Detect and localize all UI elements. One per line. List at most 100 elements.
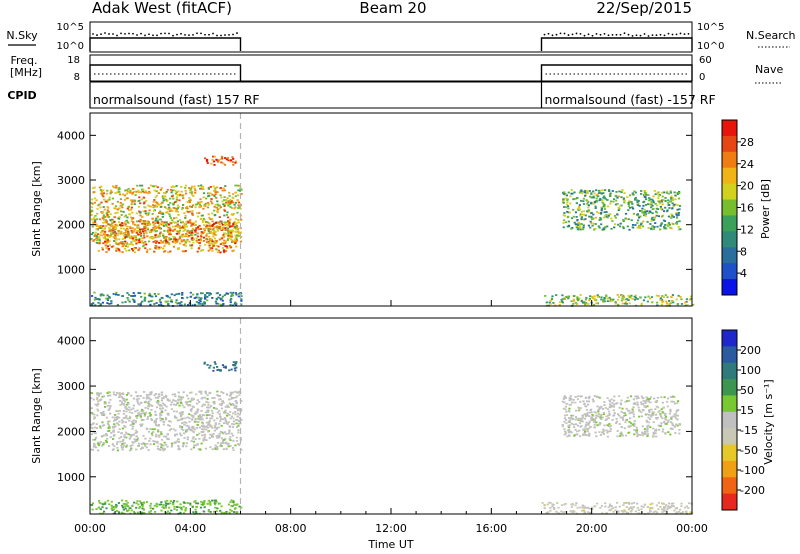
scatter-cell [162,195,166,198]
scatter-cell [127,234,130,236]
scatter-cell [213,195,216,197]
nsky-trace-segment [89,37,242,51]
scatter-cell [116,294,120,296]
scatter-cell [623,201,626,204]
scatter-cell [96,212,99,215]
scatter-cell [232,417,235,420]
scatter-cell [134,421,137,424]
scatter-cell [604,407,607,409]
scatter-cell [140,235,143,237]
scatter-cell [170,299,173,301]
scatter-cell [612,405,616,408]
scatter-cell [103,401,106,404]
scatter-cell [215,241,218,244]
scatter-cell [118,392,121,394]
scatter-cell [586,511,590,514]
scatter-cell [649,210,652,213]
scatter-cell [227,220,230,223]
scatter-cell [162,444,165,447]
scatter-cell [220,391,223,393]
nsearch-point [192,33,194,36]
scatter-cell [181,194,184,197]
scatter-cell [215,158,218,161]
scatter-cell [115,227,118,230]
scatter-cell [142,391,146,393]
scatter-cell [92,398,95,401]
scatter-cell [186,438,189,441]
scatter-cell [567,429,570,432]
scatter-cell [140,447,143,450]
scatter-cell [602,300,605,303]
scatter-cell [109,231,112,233]
scatter-cell [660,396,663,399]
scatter-cell [669,433,672,436]
scatter-cell [206,299,209,302]
scatter-cell [196,215,200,218]
scatter-cell [147,224,150,226]
y-tick-label: 4000 [57,129,85,142]
scatter-cell [112,232,115,235]
scatter-cell [601,201,604,204]
scatter-cell [178,304,182,307]
scatter-cell [121,206,124,209]
scatter-cell [621,434,624,437]
scatter-cell [146,442,149,445]
scatter-cell [121,506,125,509]
scatter-cell [180,402,183,404]
scatter-cell [118,207,121,210]
nsearch-point [583,34,586,37]
scatter-cell [189,503,192,506]
scatter-cell [133,203,136,205]
scatter-cell [670,505,673,507]
scatter-cell [622,225,625,228]
scatter-cell [648,418,652,421]
scatter-cell [636,222,639,224]
scatter-cell [201,405,204,408]
scatter-cell [152,221,155,224]
scatter-cell [202,414,205,417]
scatter-cell [154,295,158,298]
scatter-cell [123,232,126,235]
scatter-cell [195,421,198,423]
scatter-cell [597,212,600,214]
scatter-cell [617,303,620,306]
scatter-cell [588,299,591,302]
scatter-cell [227,445,230,448]
scatter-cell [631,298,634,300]
scatter-cell [677,193,680,195]
scatter-cell [639,434,642,436]
scatter-cell [631,423,634,426]
scatter-cell [692,303,695,306]
scatter-cell [147,187,150,189]
scatter-cell [114,234,117,237]
scatter-cell [599,218,603,221]
scatter-cell [202,188,205,190]
scatter-cell [132,407,135,410]
scatter-cell [168,210,172,212]
scatter-cell [189,291,192,294]
nsky-trace [89,32,693,51]
scatter-cell [597,413,600,415]
scatter-cell [604,225,607,228]
scatter-cell [121,427,124,430]
scatter-cell [124,214,127,217]
scatter-cell [176,220,179,223]
scatter-cell [566,203,569,206]
scatter-cell [595,435,598,438]
scatter-cell [172,399,175,401]
scatter-cell [115,505,118,507]
scatter-cell [566,201,569,204]
scatter-cell [566,225,569,228]
scatter-cell [121,245,124,248]
scatter-cell [190,193,194,196]
scatter-cell [127,299,130,301]
scatter-cell [625,506,628,508]
scatter-cell [174,434,177,437]
scatter-cell [108,303,111,305]
scatter-cell [107,248,110,251]
scatter-cell [195,411,198,413]
scatter-cell [99,508,102,511]
scatter-cell [636,435,639,438]
scatter-cell [171,230,175,232]
scatter-cell [215,234,218,236]
